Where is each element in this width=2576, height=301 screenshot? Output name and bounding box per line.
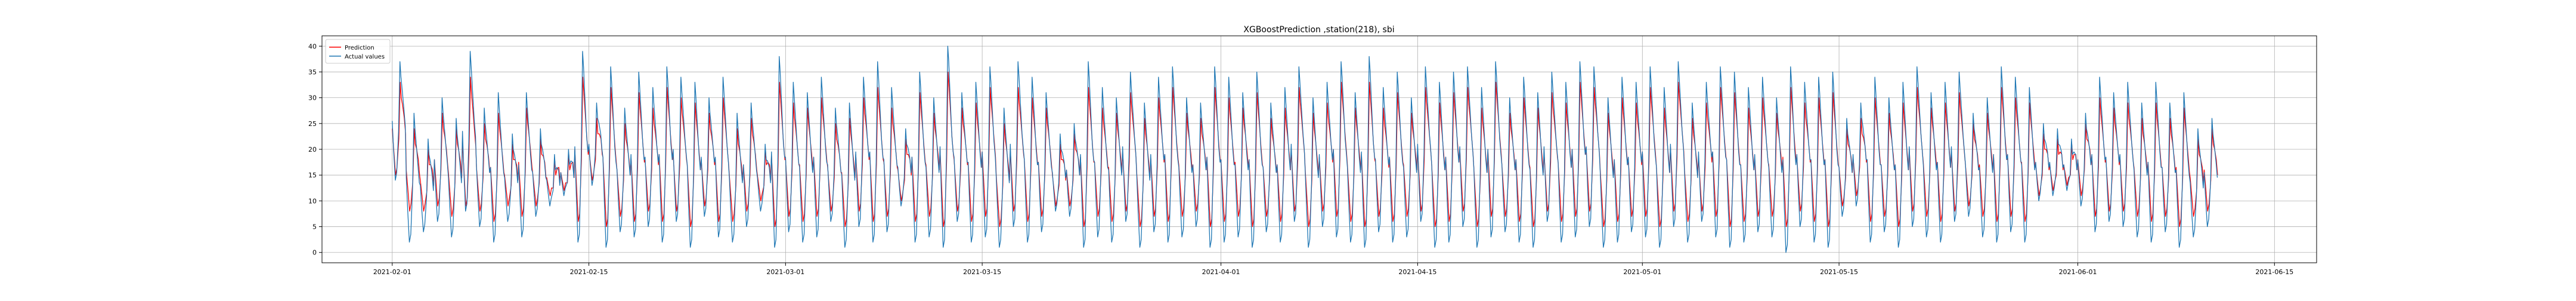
x-tick-label: 2021-02-01 [373,268,411,276]
legend-label: Prediction [345,45,374,51]
legend-label: Actual values [345,54,385,60]
x-tick-label: 2021-04-15 [1398,268,1436,276]
x-tick-label: 2021-06-15 [2255,268,2293,276]
y-tick-label: 5 [312,223,317,231]
series-line-actual-values [392,45,2218,253]
legend: Prediction Actual values [325,39,391,64]
y-tick-label: 20 [308,146,317,153]
x-tick-label: 2021-06-01 [2059,268,2097,276]
x-tick-label: 2021-04-01 [1202,268,1240,276]
y-tick-label: 40 [308,42,317,50]
y-tick-label: 25 [308,120,317,128]
legend-box [325,39,391,64]
axis-layer: 0 5 10 15 20 25 30 35 40 2021-02-01 2021-02-15 2021… [308,42,2293,276]
y-tick-label: 15 [308,171,317,179]
x-tick-label: 2021-05-01 [1623,268,1661,276]
x-tick-label: 2021-05-15 [1820,268,1858,276]
y-tick-label: 30 [308,94,317,102]
x-tick-label: 2021-03-01 [766,268,804,276]
series-layer [392,45,2218,253]
chart-title: XGBoostPrediction ,station(218), sbi [1243,25,1394,35]
y-tick-label: 35 [308,68,317,76]
y-tick-label: 0 [312,249,317,257]
x-tick-label: 2021-03-15 [963,268,1001,276]
x-tick-label: 2021-02-15 [570,268,608,276]
y-tick-label: 10 [308,197,317,205]
